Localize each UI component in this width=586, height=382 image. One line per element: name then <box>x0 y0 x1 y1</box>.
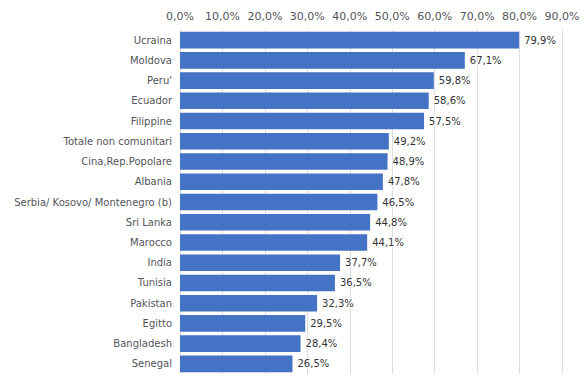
svg-text:Bangladesh: Bangladesh <box>113 338 172 349</box>
svg-text:Filippine: Filippine <box>131 116 172 127</box>
svg-text:70,0%: 70,0% <box>460 10 495 23</box>
svg-text:47,8%: 47,8% <box>388 176 420 187</box>
svg-text:Peru': Peru' <box>147 75 172 86</box>
svg-text:10,0%: 10,0% <box>205 10 240 23</box>
svg-text:50,0%: 50,0% <box>375 10 410 23</box>
svg-text:36,5%: 36,5% <box>340 277 372 288</box>
svg-text:40,0%: 40,0% <box>332 10 367 23</box>
svg-text:60,0%: 60,0% <box>417 10 452 23</box>
svg-text:59,8%: 59,8% <box>439 75 471 86</box>
svg-text:49,2%: 49,2% <box>394 136 426 147</box>
svg-text:0,0%: 0,0% <box>166 10 194 23</box>
svg-text:20,0%: 20,0% <box>247 10 282 23</box>
svg-text:29,5%: 29,5% <box>310 318 342 329</box>
svg-text:Egitto: Egitto <box>143 318 172 329</box>
svg-text:67,1%: 67,1% <box>470 55 502 66</box>
svg-text:Marocco: Marocco <box>130 237 172 248</box>
svg-text:57,5%: 57,5% <box>429 116 461 127</box>
svg-text:48,9%: 48,9% <box>393 156 425 167</box>
svg-text:44,8%: 44,8% <box>375 217 407 228</box>
svg-text:Senegal: Senegal <box>132 358 172 369</box>
svg-text:Cina,Rep.Popolare: Cina,Rep.Popolare <box>81 156 172 167</box>
svg-text:Sri Lanka: Sri Lanka <box>126 217 172 228</box>
svg-text:46,5%: 46,5% <box>382 197 414 208</box>
svg-text:37,7%: 37,7% <box>345 257 377 268</box>
svg-text:Pakistan: Pakistan <box>130 298 172 309</box>
svg-text:30,0%: 30,0% <box>290 10 325 23</box>
svg-text:44,1%: 44,1% <box>372 237 404 248</box>
svg-text:Tunisia: Tunisia <box>137 277 172 288</box>
svg-text:79,9%: 79,9% <box>524 35 556 46</box>
svg-text:Moldova: Moldova <box>130 55 172 66</box>
svg-text:58,6%: 58,6% <box>434 95 466 106</box>
svg-text:28,4%: 28,4% <box>306 338 338 349</box>
svg-text:26,5%: 26,5% <box>297 358 329 369</box>
svg-text:Serbia/ Kosovo/ Montenegro (b): Serbia/ Kosovo/ Montenegro (b) <box>14 197 172 208</box>
svg-text:Totale non comunitari: Totale non comunitari <box>63 136 172 147</box>
svg-text:90,0%: 90,0% <box>545 10 580 23</box>
svg-text:Albania: Albania <box>135 176 172 187</box>
svg-text:Ucraina: Ucraina <box>134 35 172 46</box>
svg-text:32,3%: 32,3% <box>322 298 354 309</box>
svg-text:80,0%: 80,0% <box>502 10 537 23</box>
svg-text:Ecuador: Ecuador <box>131 95 173 106</box>
svg-text:India: India <box>147 257 172 268</box>
